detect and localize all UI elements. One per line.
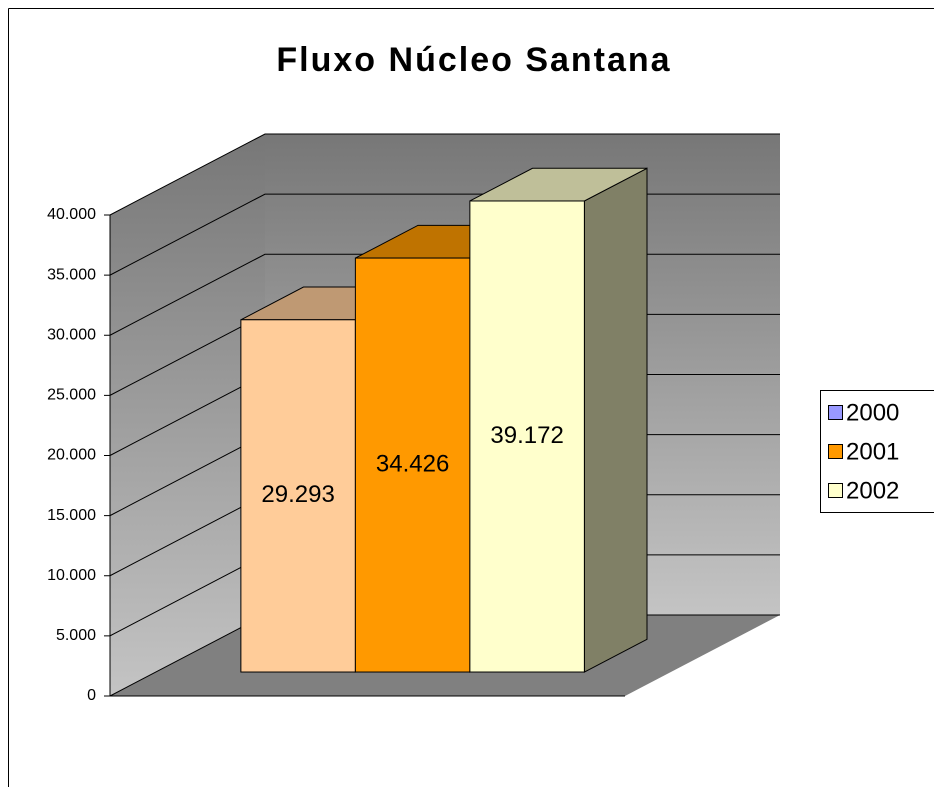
grid-line (109, 133, 780, 216)
legend-swatch (828, 405, 843, 420)
bar (354, 257, 471, 673)
legend-label: 2000 (846, 399, 899, 426)
y-tick-label: 0 (87, 687, 96, 704)
bar (469, 200, 585, 673)
y-tick-label: 35.000 (47, 266, 96, 283)
data-label: 29.293 (261, 481, 334, 508)
y-tick-label: 20.000 (47, 447, 96, 464)
data-label: 34.426 (376, 450, 449, 477)
bar (240, 319, 356, 673)
legend-swatch (828, 483, 843, 498)
y-tick-label: 40.000 (47, 206, 96, 223)
legend-swatch (828, 444, 843, 459)
y-tick-label: 25.000 (47, 387, 96, 404)
y-tick-label: 5.000 (56, 627, 96, 644)
legend-label: 2002 (846, 477, 899, 504)
chart-title: Fluxo Núcleo Santana (276, 41, 671, 79)
data-label: 39.172 (490, 422, 563, 449)
y-tick-label: 10.000 (47, 567, 96, 584)
y-tick-label: 30.000 (47, 326, 96, 343)
bar-side (583, 167, 648, 673)
legend-label: 2001 (846, 438, 899, 465)
y-tick-label: 15.000 (47, 507, 96, 524)
